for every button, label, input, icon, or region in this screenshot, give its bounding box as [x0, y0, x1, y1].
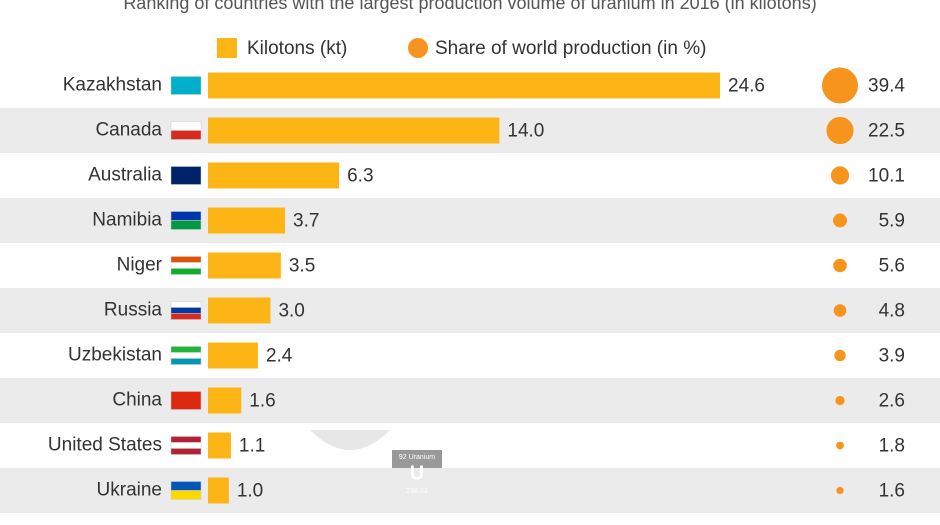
flag [170, 313, 202, 320]
share-label: 2.6 [879, 391, 905, 412]
legend-label: Kilotons (kt) [247, 38, 347, 59]
bar [208, 432, 231, 459]
share-label: 3.9 [879, 346, 905, 367]
value-label: 1.0 [237, 481, 263, 502]
category-label: Australia [88, 165, 162, 186]
share-label: 22.5 [868, 121, 905, 142]
share-dot [833, 258, 847, 273]
share-dot [836, 441, 844, 450]
value-label: 3.7 [293, 211, 319, 232]
legend-swatch [217, 38, 237, 58]
category-label: Ukraine [97, 480, 162, 501]
flag [170, 130, 202, 140]
element-mass: 238.03 [406, 488, 428, 495]
category-label: Russia [104, 300, 163, 321]
element-number: 92 Uranium [399, 454, 435, 461]
flag [170, 262, 202, 269]
value-label: 1.1 [239, 436, 265, 457]
flag [170, 436, 202, 443]
bar [208, 297, 271, 324]
value-label: 2.4 [266, 346, 293, 367]
flag [170, 490, 202, 500]
share-label: 1.8 [879, 436, 905, 457]
share-label: 1.6 [879, 481, 905, 502]
flag [170, 442, 202, 449]
bar [208, 252, 281, 279]
flag [170, 301, 202, 308]
category-label: China [112, 390, 162, 411]
share-label: 10.1 [868, 166, 905, 187]
share-dot [833, 213, 847, 228]
bar [208, 72, 720, 99]
value-label: 1.6 [249, 391, 275, 412]
share-label: 5.9 [879, 211, 905, 232]
category-label: United States [48, 435, 162, 456]
value-label: 24.6 [728, 76, 765, 97]
flag [170, 352, 202, 359]
flag [170, 166, 202, 185]
flag [170, 391, 202, 410]
category-label: Namibia [92, 210, 162, 231]
category-label: Kazakhstan [63, 75, 162, 96]
flag [170, 358, 202, 365]
row-background [0, 468, 940, 513]
share-dot [835, 395, 845, 406]
share-dot [830, 166, 850, 185]
category-label: Uzbekistan [68, 345, 162, 366]
share-dot [833, 304, 847, 317]
flag [170, 220, 202, 230]
bar [208, 342, 258, 369]
row-background [0, 288, 940, 333]
share-label: 4.8 [879, 301, 905, 322]
row-background [0, 198, 940, 243]
chart-subtitle: Ranking of countries with the largest pr… [123, 0, 816, 13]
element-symbol: U [410, 462, 424, 484]
share-label: 39.4 [868, 76, 905, 97]
legend-label: Share of world production (in %) [435, 38, 706, 59]
category-label: Niger [117, 255, 163, 276]
value-label: 3.0 [278, 301, 304, 322]
share-dot [836, 486, 844, 495]
flag [170, 76, 202, 95]
flag [170, 121, 202, 131]
value-label: 6.3 [347, 166, 373, 187]
value-label: 14.0 [507, 121, 544, 142]
legend-swatch [408, 38, 428, 58]
flag [170, 307, 202, 314]
flag [170, 448, 202, 455]
flag [170, 268, 202, 275]
category-label: Canada [95, 120, 162, 141]
flag [170, 481, 202, 491]
flag [170, 256, 202, 263]
flag [170, 211, 202, 221]
bar [208, 477, 229, 504]
bar [208, 387, 242, 414]
bar [208, 117, 500, 144]
bar [208, 207, 286, 234]
share-dot [826, 116, 854, 145]
flag [170, 346, 202, 353]
share-dot [822, 67, 858, 104]
share-dot [834, 349, 846, 362]
value-label: 3.5 [289, 256, 315, 277]
share-label: 5.6 [879, 256, 905, 277]
bar [208, 162, 340, 189]
row-background [0, 378, 940, 423]
